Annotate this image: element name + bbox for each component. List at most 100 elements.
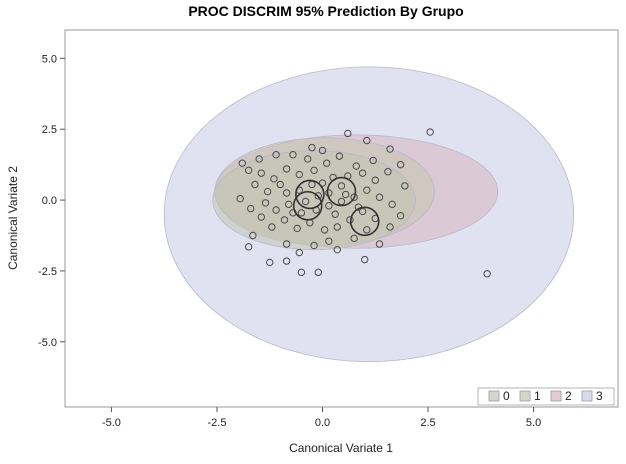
data-point xyxy=(276,180,284,189)
data-point xyxy=(249,231,257,240)
x-axis: -5.0 -2.5 0.0 2.5 5.0 xyxy=(102,407,541,429)
data-point xyxy=(295,170,303,179)
data-point xyxy=(314,268,322,277)
data-point xyxy=(337,197,346,206)
data-point xyxy=(238,159,246,167)
x-tick-label: 5.0 xyxy=(526,417,541,429)
y-tick-label: 0.0 xyxy=(42,195,57,207)
data-point xyxy=(386,223,394,231)
data-point xyxy=(297,209,306,217)
data-point xyxy=(282,189,291,197)
data-point xyxy=(358,169,367,177)
data-point xyxy=(236,194,244,203)
y-tick-label: -5.0 xyxy=(38,337,57,349)
plot-area xyxy=(64,29,619,408)
data-point xyxy=(363,136,371,145)
data-point xyxy=(320,226,329,234)
y-tick-label: -2.5 xyxy=(38,266,57,278)
data-point xyxy=(369,156,377,165)
data-point xyxy=(247,204,255,213)
group-mean-3 xyxy=(349,206,380,237)
data-point xyxy=(483,270,491,278)
data-point xyxy=(244,166,253,175)
group-means xyxy=(292,176,380,237)
data-point xyxy=(333,223,341,231)
data-point xyxy=(280,216,289,224)
data-point xyxy=(331,210,339,218)
data-point xyxy=(363,226,371,234)
data-point xyxy=(263,187,272,196)
x-tick-label: 0.0 xyxy=(315,417,330,429)
data-point xyxy=(308,143,316,152)
data-point xyxy=(282,165,291,173)
legend-label-1: 1 xyxy=(534,389,541,403)
data-point xyxy=(325,202,333,210)
data-point xyxy=(295,248,303,257)
x-axis-title: Canonical Variate 1 xyxy=(289,441,393,455)
data-point xyxy=(401,182,409,190)
data-point xyxy=(304,155,312,163)
data-point xyxy=(268,223,276,231)
data-point xyxy=(344,129,352,138)
data-point xyxy=(272,206,280,214)
data-point xyxy=(371,176,379,184)
data-point xyxy=(270,175,278,183)
legend-swatch-3 xyxy=(581,390,593,402)
data-point xyxy=(396,160,405,169)
data-point xyxy=(388,200,396,209)
legend-swatch-1 xyxy=(519,390,531,402)
data-point xyxy=(289,151,297,159)
data-point xyxy=(314,192,322,200)
data-point xyxy=(386,145,394,153)
data-point xyxy=(301,197,310,206)
y-axis-title: Canonical Variate 2 xyxy=(6,166,20,270)
y-tick-label: 5.0 xyxy=(42,53,57,65)
data-point xyxy=(266,258,274,267)
data-point xyxy=(363,186,371,194)
legend-frame xyxy=(477,387,615,406)
data-point xyxy=(337,182,346,190)
x-tick-label: 2.5 xyxy=(420,417,435,429)
data-point xyxy=(244,243,253,251)
data-point xyxy=(310,241,318,250)
group-mean-2 xyxy=(326,176,357,207)
data-point xyxy=(251,180,259,189)
legend-swatch-0 xyxy=(488,390,500,402)
data-point xyxy=(255,155,263,163)
y-tick-label: 2.5 xyxy=(42,124,57,136)
data-point xyxy=(261,199,270,207)
data-point xyxy=(282,257,291,265)
group-mean-0 xyxy=(295,179,325,210)
data-point xyxy=(352,162,360,170)
data-point xyxy=(285,200,293,209)
data-point xyxy=(342,190,350,199)
data-point xyxy=(335,152,344,160)
data-point xyxy=(350,193,358,201)
x-tick-label: -5.0 xyxy=(102,417,121,429)
prediction-ellipses xyxy=(163,66,575,363)
data-point xyxy=(297,268,306,277)
data-point xyxy=(333,245,341,254)
data-point xyxy=(257,213,265,221)
legend-swatch-2 xyxy=(550,390,562,402)
data-point xyxy=(384,168,392,176)
group-mean-1 xyxy=(292,190,323,221)
chart-title: PROC DISCRIM 95% Prediction By Grupo xyxy=(188,3,463,19)
data-point xyxy=(282,240,291,248)
legend-label-2: 2 xyxy=(565,389,572,403)
data-point xyxy=(272,151,280,159)
data-point xyxy=(293,224,301,233)
x-tick-label: -2.5 xyxy=(207,417,226,429)
y-axis: -5.0 -2.5 0.0 2.5 5.0 xyxy=(38,53,65,349)
legend-label-0: 0 xyxy=(503,389,510,403)
data-point xyxy=(318,146,327,155)
data-point xyxy=(361,255,369,264)
data-point xyxy=(257,169,265,177)
legend: 0 1 2 3 xyxy=(477,387,615,406)
data-point xyxy=(350,234,358,243)
data-point xyxy=(325,237,333,245)
data-point xyxy=(426,128,434,136)
data-point xyxy=(375,193,384,201)
legend-label-3: 3 xyxy=(596,389,603,403)
